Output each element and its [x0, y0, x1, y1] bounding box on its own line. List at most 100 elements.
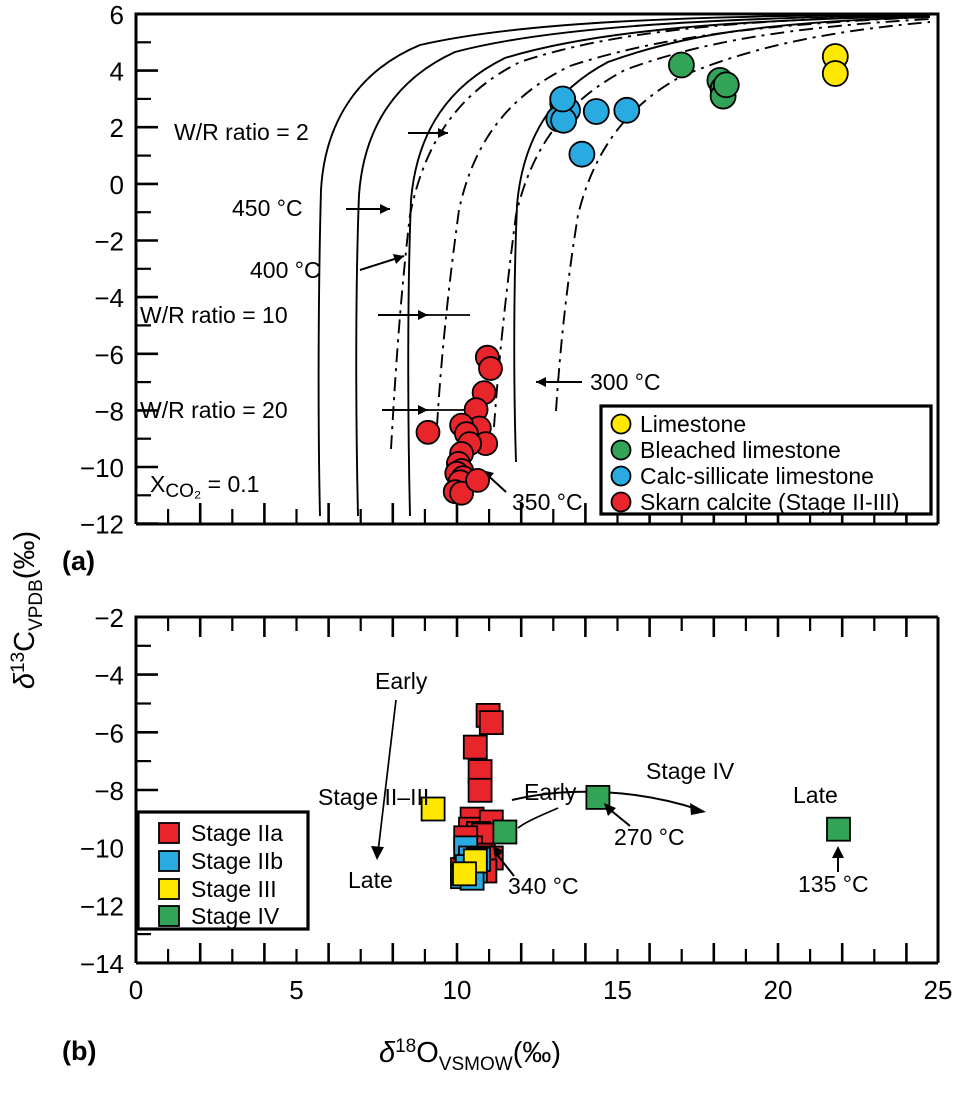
temp-270-arrow: [604, 803, 616, 816]
early-late-leader: [377, 699, 397, 853]
y-tick-label: −6: [94, 718, 124, 748]
early-late-arrow: [371, 846, 384, 860]
legend-marker-stage-iii: [158, 878, 180, 900]
panel-b-top-ticks: [167, 617, 908, 637]
xco2-sub: CO₂: [165, 481, 201, 502]
temp-300-label: 300 °C: [590, 369, 661, 395]
temp-300-arrow: [536, 377, 546, 387]
data-point-bleached: [668, 51, 695, 79]
panel-a-legend: Limestone Bleached limestone Calc-sillic…: [599, 404, 933, 516]
data-point-stage-iii: [452, 861, 477, 887]
wr-curve-2: [436, 16, 931, 427]
y-axis-units: (‰): [9, 531, 41, 579]
y-axis-sub: VPDB: [26, 579, 47, 631]
x-tick-label: 0: [129, 975, 143, 1005]
data-point-bleached: [712, 71, 740, 99]
data-point-calc-sillicate: [568, 140, 596, 168]
data-point-stage-iv: [585, 785, 611, 810]
x-axis-sup: 18: [395, 1036, 416, 1057]
wr-ratio-10-arrow: [418, 310, 428, 320]
panel-b-x-tick-labels: 0 5 10 15 20 25: [129, 975, 953, 1005]
legend-marker-bleached: [610, 439, 632, 461]
y-tick-label: −10: [80, 834, 124, 864]
y-axis-main: C: [9, 631, 41, 652]
wr-ratio-2-arrow: [438, 128, 448, 138]
panel-a: 6 4 2 0 −2 −4 −6 −8 −10 −12: [62, 0, 940, 576]
y-tick-label: 4: [110, 57, 124, 87]
legend-label-stage-iii: Stage III: [191, 876, 277, 902]
temp-135-arrow: [832, 846, 844, 858]
legend-label-calc-sillicate: Calc-sillicate limestone: [640, 463, 874, 489]
x-tick-label: 25: [924, 975, 953, 1005]
data-point-stage-iia: [462, 734, 488, 760]
data-point-calc-sillicate: [582, 98, 610, 125]
x-axis-main: O: [416, 1037, 439, 1069]
legend-marker-stage-iv: [158, 905, 180, 927]
y-tick-label: 6: [110, 0, 124, 30]
y-tick-label: −4: [94, 661, 124, 691]
wr-ratio-2-label: W/R ratio = 2: [174, 119, 309, 145]
y-tick-label: −8: [94, 776, 124, 806]
legend-marker-stage-iib: [158, 850, 180, 872]
y-tick-label: −2: [94, 227, 124, 257]
temp-340-label: 340 °C: [508, 873, 579, 899]
legend-marker-skarn: [610, 491, 632, 513]
stage-ii-iii-label: Stage II–III: [318, 784, 429, 810]
early-right-label: Early: [524, 779, 577, 805]
xco2-label: XCO₂ = 0.1: [150, 471, 259, 502]
y-axis-title: δ13CVPDB(‰): [8, 531, 47, 689]
data-point-stage-iv: [492, 819, 518, 845]
y-tick-label: −14: [80, 949, 124, 979]
early-left-label: Early: [375, 668, 428, 694]
x-axis-title: δ18OVSMOW(‰): [379, 1036, 561, 1075]
legend-label-limestone: Limestone: [640, 411, 746, 437]
panel-b-data-points: [420, 703, 851, 891]
stage-iv-trend-arrow: [690, 803, 706, 815]
panel-b-annotations: Stage II–III Early Late Early Stage IV L…: [318, 668, 869, 899]
wr-curve-4: [555, 21, 931, 412]
legend-marker-limestone: [610, 413, 632, 435]
wr-ratio-20-label: W/R ratio = 20: [140, 397, 288, 423]
y-tick-label: −4: [94, 283, 124, 313]
y-tick-label: 2: [110, 113, 124, 143]
y-tick-label: −2: [94, 603, 124, 633]
x-tick-label: 20: [764, 975, 793, 1005]
y-tick-label: 0: [110, 170, 124, 200]
legend-label-stage-iia: Stage IIa: [191, 820, 283, 846]
wr-ratio-20-arrow: [418, 405, 428, 415]
panel-a-model-curves: [317, 13, 931, 517]
panel-b: −2 −4 −6 −8 −10 −12 −14 0 5 10 15 20 25: [62, 603, 952, 1066]
x-tick-label: 5: [289, 975, 303, 1005]
wr-ratio-10-label: W/R ratio = 10: [140, 302, 288, 328]
wr-curve-1: [390, 14, 931, 450]
data-point-skarn: [415, 419, 441, 445]
data-point-calc-sillicate: [613, 96, 641, 124]
panel-a-wr-tickmarks: [404, 314, 470, 411]
y-tick-label: −10: [80, 453, 124, 483]
data-point-stage-iia: [478, 710, 504, 735]
xco2-x: X: [150, 471, 165, 497]
temp-400-label: 400 °C: [250, 257, 321, 283]
isotherm-400-curve: [355, 14, 931, 517]
legend-label-bleached: Bleached limestone: [640, 437, 841, 463]
isotherm-350-curve: [407, 15, 931, 517]
svg-text:XCO₂ = 0.1: XCO₂ = 0.1: [150, 471, 259, 502]
data-point-skarn: [465, 467, 491, 493]
panel-a-data-points: [415, 43, 849, 506]
panel-a-y-tick-labels: 6 4 2 0 −2 −4 −6 −8 −10 −12: [80, 0, 124, 540]
x-axis-units: (‰): [513, 1037, 561, 1069]
data-point-skarn: [449, 480, 475, 506]
temp-400-arrow: [393, 254, 404, 264]
legend-marker-calc-sillicate: [610, 465, 632, 487]
temp-450-label: 450 °C: [232, 195, 303, 221]
panel-b-label: (b): [62, 1036, 96, 1066]
panel-b-x-ticks: [134, 943, 940, 963]
panel-a-label: (a): [62, 546, 95, 576]
y-tick-label: −6: [94, 340, 124, 370]
legend-label-stage-iib: Stage IIb: [191, 848, 283, 874]
legend-marker-stage-iia: [158, 822, 180, 844]
panel-b-legend: Stage IIa Stage IIb Stage III Stage IV: [136, 810, 310, 931]
data-point-calc-sillicate: [549, 85, 577, 113]
